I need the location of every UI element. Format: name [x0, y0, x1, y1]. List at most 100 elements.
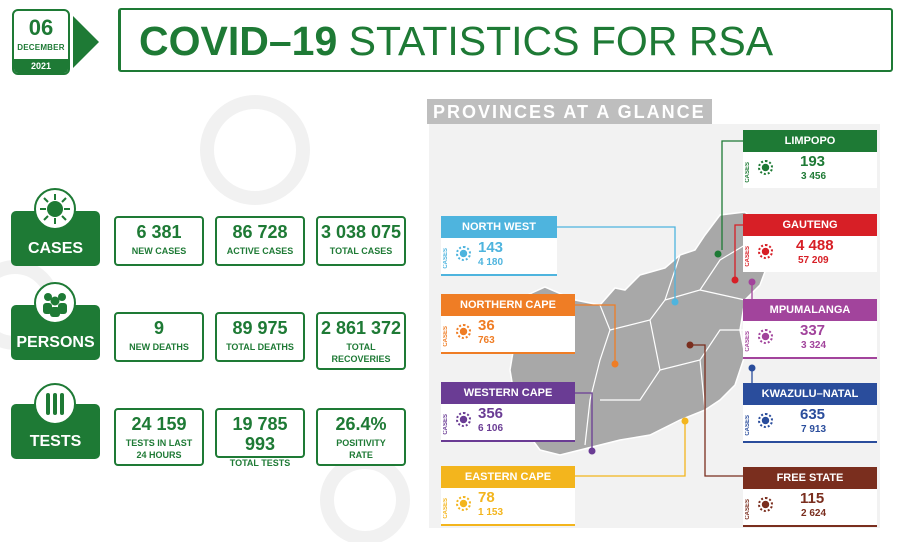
stat-label-line2: 24 HOURS: [136, 450, 182, 460]
stat-label: NEW DEATHS: [129, 342, 189, 352]
dot-limpopo: [714, 250, 722, 258]
gauteng-header: GAUTENG: [743, 214, 877, 236]
stat-value: 9: [153, 318, 164, 338]
virus-icon: [758, 244, 773, 259]
free-state-underline: [743, 525, 877, 527]
stat-value: 19 785 993: [232, 414, 288, 454]
province-total-cases: 2 624: [801, 508, 827, 519]
province-name: MPUMALANGA: [769, 304, 851, 316]
persons-badge: PERSONS: [11, 282, 100, 360]
test-tubes-icon: [34, 383, 76, 425]
province-new-cases: 4 488: [796, 237, 834, 254]
limpopo-header: LIMPOPO: [743, 130, 877, 152]
stat-label: TESTS IN LAST: [125, 438, 193, 448]
cases-label: CASES: [27, 240, 84, 257]
tests-label: TESTS: [29, 433, 82, 450]
northern-cape-underline: [441, 352, 575, 354]
free-state-card: CASES 115 2 624: [743, 489, 877, 525]
gauteng-card: CASES 4 488 57 209: [743, 236, 877, 272]
cases-tag: CASES: [745, 331, 751, 352]
cases-tag: CASES: [745, 415, 751, 436]
north-west-header: NORTH WEST: [441, 216, 557, 238]
stat-value: 2 861 372: [320, 318, 402, 338]
north-west-card: CASES 143 4 180: [441, 238, 557, 274]
stat-value: 26.4%: [335, 414, 387, 434]
mpumalanga-card: CASES 337 3 324: [743, 321, 877, 357]
stat-label: ACTIVE CASES: [226, 246, 294, 256]
title-main: COVID–19: [139, 18, 338, 64]
dot-northerncape: [611, 360, 619, 368]
province-name: NORTHERN CAPE: [460, 299, 556, 311]
province-total-cases: 1 153: [478, 507, 504, 518]
virus-icon: [456, 324, 471, 339]
total-tests-box: 19 785 993 TOTAL TESTS: [215, 408, 305, 468]
stat-value: 86 728: [232, 222, 288, 242]
limpopo-card: CASES 193 3 456: [743, 152, 877, 188]
total-recoveries-box: 2 861 372 TOTAL RECOVERIES: [316, 312, 406, 370]
stat-label: NEW CASES: [131, 246, 187, 256]
leader-freestate: [692, 344, 768, 477]
cases-tag: CASES: [443, 326, 449, 347]
persons-label: PERSONS: [16, 334, 95, 351]
people-icon: [34, 282, 76, 324]
province-name: FREE STATE: [776, 472, 844, 484]
provinces-title-bar: PROVINCES AT A GLANCE: [427, 99, 712, 124]
virus-icon: [758, 329, 773, 344]
province-name: KWAZULU–NATAL: [761, 388, 859, 400]
dot-kzn: [748, 364, 756, 372]
province-new-cases: 115: [800, 490, 825, 507]
total-cases-box: 3 038 075 TOTAL CASES: [316, 216, 406, 266]
dot-northwest: [671, 298, 679, 306]
title-banner: COVID–19 STATISTICS FOR RSA: [118, 8, 893, 72]
title-sub: STATISTICS FOR RSA: [348, 18, 774, 64]
province-name: GAUTENG: [782, 219, 838, 231]
virus-icon: [758, 497, 773, 512]
province-total-cases: 763: [478, 335, 495, 346]
northern-cape-card: CASES 36 763: [441, 316, 575, 352]
province-name: WESTERN CAPE: [463, 387, 553, 399]
stat-value: 89 975: [232, 318, 288, 338]
stat-label: TOTAL DEATHS: [226, 342, 294, 352]
positivity-rate-box: 26.4% POSITIVITY RATE: [316, 408, 406, 466]
cases-tag: CASES: [443, 248, 449, 269]
province-borders: [584, 244, 746, 446]
stat-label-line2: RATE: [349, 450, 373, 460]
leader-westerncape: [575, 392, 593, 450]
province-new-cases: 143: [478, 239, 504, 256]
leader-northerncape: [575, 304, 616, 362]
province-total-cases: 3 456: [801, 171, 827, 182]
cases-tag: CASES: [443, 414, 449, 435]
province-new-cases: 635: [800, 406, 826, 423]
tests-badge: TESTS: [11, 383, 100, 459]
kwazulu-natal-underline: [743, 441, 877, 443]
stat-value: 3 038 075: [320, 222, 402, 242]
date-badge: 06 DECEMBER 2021: [12, 9, 70, 75]
page-title: COVID–19 STATISTICS FOR RSA: [139, 19, 773, 63]
new-cases-box: 6 381 NEW CASES: [114, 216, 204, 266]
cases-badge: CASES: [11, 188, 100, 266]
mpumalanga-header: MPUMALANGA: [743, 299, 877, 321]
mpumalanga-underline: [743, 357, 877, 359]
leader-northwest: [545, 226, 676, 300]
eastern-cape-card: CASES 78 1 153: [441, 488, 575, 524]
province-total-cases: 6 106: [478, 423, 504, 434]
tests-24h-box: 24 159 TESTS IN LAST 24 HOURS: [114, 408, 204, 466]
active-cases-box: 86 728 ACTIVE CASES: [215, 216, 305, 266]
province-total-cases: 57 209: [798, 255, 829, 266]
province-total-cases: 3 324: [801, 340, 827, 351]
kwazulu-natal-header: KWAZULU–NATAL: [743, 383, 877, 405]
province-total-cases: 7 913: [801, 424, 827, 435]
cases-tag: CASES: [745, 162, 751, 183]
new-deaths-box: 9 NEW DEATHS: [114, 312, 204, 362]
province-new-cases: 193: [800, 153, 826, 170]
northern-cape-header: NORTHERN CAPE: [441, 294, 575, 316]
stat-value: 6 381: [136, 222, 182, 242]
province-total-cases: 4 180: [478, 257, 504, 268]
western-cape-underline: [441, 440, 575, 442]
western-cape-header: WESTERN CAPE: [441, 382, 575, 404]
stat-value: 24 159: [131, 414, 187, 434]
stat-label: TOTAL: [346, 342, 376, 352]
provinces-title: PROVINCES AT A GLANCE: [433, 102, 706, 122]
stat-label: POSITIVITY: [336, 438, 386, 448]
date-year: 2021: [14, 59, 68, 73]
